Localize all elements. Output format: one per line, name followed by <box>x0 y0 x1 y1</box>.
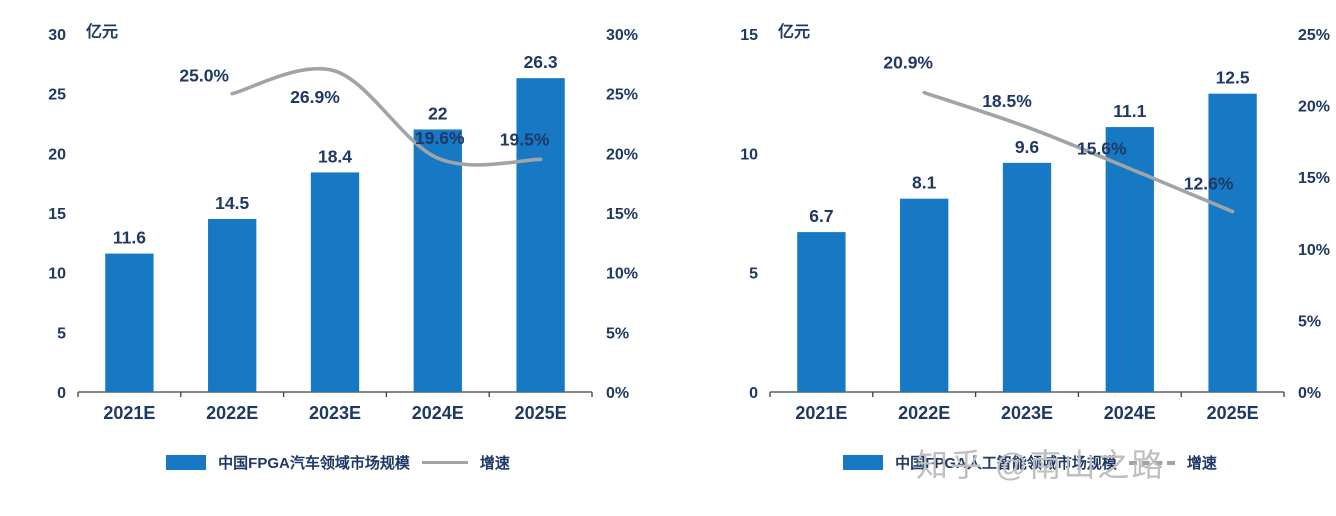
svg-text:19.5%: 19.5% <box>500 129 550 149</box>
svg-text:2025E: 2025E <box>515 403 567 423</box>
svg-text:11.1: 11.1 <box>1113 101 1146 121</box>
left-axis-unit-label: 亿元 <box>86 24 119 41</box>
svg-text:15: 15 <box>48 206 66 223</box>
legend-automotive: 中国FPGA汽车领域市场规模 增速 <box>8 452 668 473</box>
svg-text:14.5: 14.5 <box>215 193 249 213</box>
svg-text:2021E: 2021E <box>103 403 155 423</box>
svg-text:18.4: 18.4 <box>318 146 352 166</box>
left-axis-unit-label: 亿元 <box>778 24 811 41</box>
svg-text:20%: 20% <box>606 146 638 163</box>
watermark: 知乎 @南山之路 <box>916 447 1166 483</box>
fpga-automotive-plot: 0 5 10 15 20 25 30 0% 5% 10% 15% 20% 25% 30% 11.6 2021E… <box>48 27 638 423</box>
svg-text:25.0%: 25.0% <box>179 66 229 86</box>
legend-bar-swatch <box>843 455 884 470</box>
svg-text:10%: 10% <box>1298 242 1330 259</box>
svg-text:6.7: 6.7 <box>809 206 833 226</box>
svg-text:9.6: 9.6 <box>1015 137 1040 157</box>
svg-text:2021E: 2021E <box>795 403 847 423</box>
svg-text:20%: 20% <box>1298 99 1330 116</box>
svg-text:0%: 0% <box>606 385 629 402</box>
svg-text:5: 5 <box>749 266 758 283</box>
legend-ai: 中国FPGA人工智能领域市场规模 增速 <box>700 452 1336 473</box>
svg-text:19.6%: 19.6% <box>415 128 465 148</box>
chart-fpga-ai: 亿元 0 5 10 15 0% 5% 10% 15% 20% 25% 6.7 2021E 8.1 2022… <box>700 4 1336 514</box>
svg-text:2024E: 2024E <box>1104 403 1156 423</box>
svg-text:20.9%: 20.9% <box>883 53 933 73</box>
svg-text:2022E: 2022E <box>206 403 258 423</box>
svg-text:0%: 0% <box>1298 385 1321 402</box>
svg-text:22: 22 <box>428 103 448 123</box>
svg-text:15: 15 <box>740 27 758 44</box>
svg-text:26.9%: 26.9% <box>290 87 340 107</box>
svg-text:2023E: 2023E <box>309 403 361 423</box>
svg-text:8.1: 8.1 <box>912 173 937 193</box>
svg-text:26.3: 26.3 <box>524 52 558 72</box>
svg-text:20: 20 <box>48 146 66 163</box>
svg-text:10%: 10% <box>606 266 638 283</box>
svg-text:15%: 15% <box>606 206 638 223</box>
svg-text:5: 5 <box>57 325 66 342</box>
fpga-ai-plot: 0 5 10 15 0% 5% 10% 15% 20% 25% 6.7 2021E 8.1 2022E 9.… <box>740 27 1330 423</box>
legend-bar-label: 中国FPGA人工智能领域市场规模 <box>895 455 1117 472</box>
svg-text:0: 0 <box>57 385 66 402</box>
svg-text:15%: 15% <box>1298 170 1330 187</box>
svg-text:5%: 5% <box>606 325 629 342</box>
legend-line-swatch <box>421 461 468 464</box>
legend-line-swatch <box>1128 460 1175 465</box>
legend-bar-label: 中国FPGA汽车领域市场规模 <box>218 455 410 472</box>
svg-text:10: 10 <box>740 146 758 163</box>
svg-text:25%: 25% <box>1298 27 1330 44</box>
legend-line-label: 增速 <box>1186 455 1217 472</box>
legend-bar-swatch <box>166 455 207 470</box>
svg-text:15.6%: 15.6% <box>1077 139 1127 159</box>
svg-text:12.5: 12.5 <box>1216 68 1250 88</box>
svg-text:18.5%: 18.5% <box>982 91 1032 111</box>
svg-text:5%: 5% <box>1298 313 1321 330</box>
svg-text:25: 25 <box>48 87 66 104</box>
svg-text:10: 10 <box>48 266 66 283</box>
svg-text:2025E: 2025E <box>1207 403 1259 423</box>
svg-text:30%: 30% <box>606 27 638 44</box>
svg-text:12.6%: 12.6% <box>1184 174 1234 194</box>
svg-text:2023E: 2023E <box>1001 403 1053 423</box>
legend-line-label: 增速 <box>479 455 510 472</box>
svg-text:30: 30 <box>48 27 66 44</box>
chart-fpga-automotive: 亿元 0 5 10 15 20 25 30 0% 5% 10% 15% 20% 25% 30% 11.6 20… <box>8 4 668 514</box>
svg-text:0: 0 <box>749 385 758 402</box>
svg-text:2024E: 2024E <box>412 403 464 423</box>
svg-text:25%: 25% <box>606 87 638 104</box>
svg-text:2022E: 2022E <box>898 403 950 423</box>
svg-text:11.6: 11.6 <box>113 228 146 248</box>
